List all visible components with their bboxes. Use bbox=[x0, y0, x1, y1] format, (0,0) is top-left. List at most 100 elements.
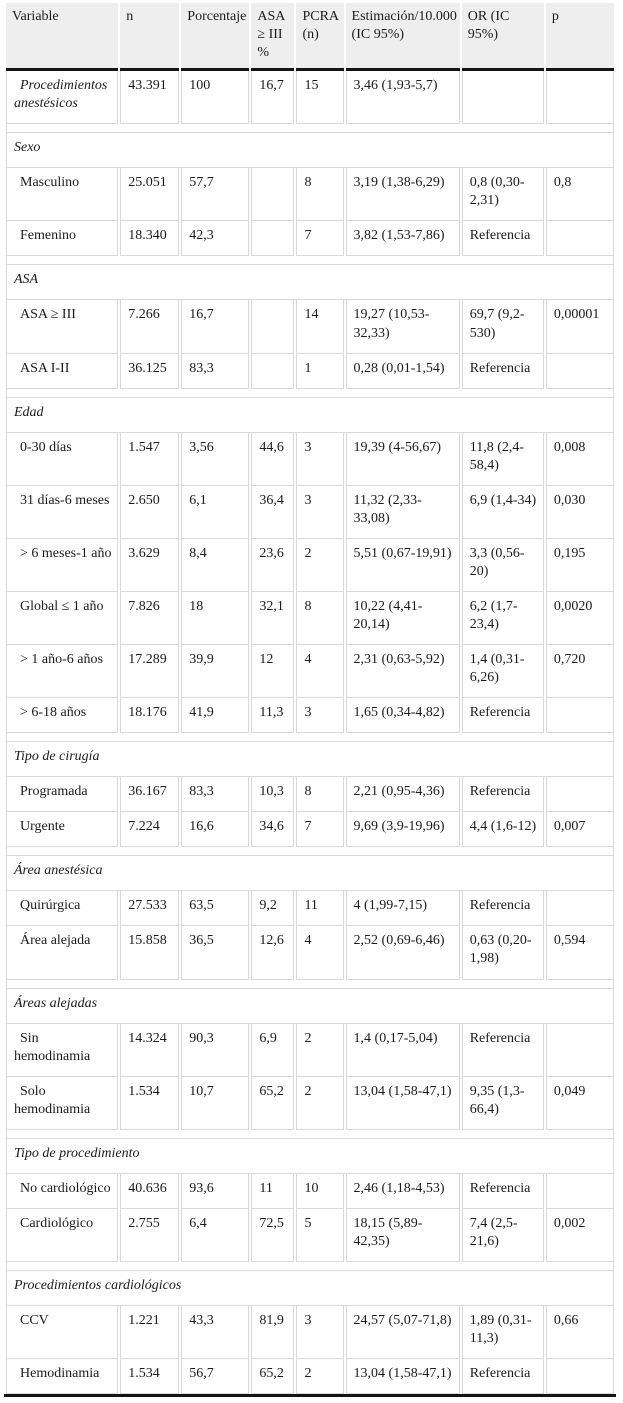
table-head: Variable n Porcentaje ASA ≥ III % PCRA (n) Es… bbox=[6, 3, 614, 72]
cell: 1.547 bbox=[120, 432, 180, 486]
cell: 65,2 bbox=[251, 1359, 295, 1395]
cell: 36.167 bbox=[120, 777, 180, 813]
cell: 8 bbox=[296, 777, 344, 813]
cell: 16,7 bbox=[181, 300, 250, 354]
cell: 8 bbox=[296, 591, 344, 646]
row-label: > 6 meses-1 año bbox=[6, 538, 119, 592]
spacer-cell bbox=[6, 979, 614, 989]
cell: 2,31 (0,63-5,92) bbox=[345, 645, 460, 699]
cell: 16,6 bbox=[181, 812, 250, 848]
section-title-row: Área anestésica bbox=[6, 856, 614, 892]
row-label: Femenino bbox=[6, 221, 119, 257]
row-label: Procedimientos anestésicos bbox=[6, 71, 119, 125]
table-row: Sin hemodinamia 14.324 90,3 6,9 2 1,4 (0,17-5… bbox=[6, 1023, 614, 1077]
spacer-row bbox=[6, 1129, 614, 1139]
cell: 100 bbox=[181, 71, 250, 125]
cell: 6,4 bbox=[181, 1208, 250, 1262]
table-row: Masculino 25.051 57,7 8 3,19 (1,38-6,29) 0,8 … bbox=[6, 168, 614, 222]
row-label: ASA ≥ III bbox=[6, 300, 119, 354]
cell: 63,5 bbox=[181, 891, 250, 927]
table-row: 31 días-6 meses 2.650 6,1 36,4 3 11,32 (2,33-… bbox=[6, 485, 614, 539]
cell bbox=[545, 353, 614, 389]
row-label: No cardiológico bbox=[6, 1173, 119, 1209]
cell bbox=[545, 698, 614, 734]
cell: 12 bbox=[251, 645, 295, 699]
cell bbox=[545, 777, 614, 813]
cell: 0,594 bbox=[545, 926, 614, 980]
cell: 0,28 (0,01-1,54) bbox=[345, 353, 460, 389]
cell: 0,00001 bbox=[545, 300, 614, 354]
row-label: CCV bbox=[6, 1305, 119, 1360]
cell: 90,3 bbox=[181, 1023, 250, 1077]
table-row: > 1 año-6 años 17.289 39,9 12 4 2,31 (0,63-5,… bbox=[6, 645, 614, 699]
cell: 8 bbox=[296, 168, 344, 222]
cell: 7 bbox=[296, 812, 344, 848]
cell: 10 bbox=[296, 1173, 344, 1209]
column-header-4: PCRA (n) bbox=[296, 3, 344, 72]
table-row: Cardiológico 2.755 6,4 72,5 5 18,15 (5,89-42,… bbox=[6, 1208, 614, 1262]
cell: 8,4 bbox=[181, 538, 250, 592]
cell: 0,63 (0,20-1,98) bbox=[461, 926, 544, 980]
cell: 40.636 bbox=[120, 1173, 180, 1209]
cell: 16,7 bbox=[251, 71, 295, 125]
cell bbox=[461, 71, 544, 125]
cell: 36.125 bbox=[120, 353, 180, 389]
table-row: Hemodinamia 1.534 56,7 65,2 2 13,04 (1,58-47,… bbox=[6, 1359, 614, 1395]
cell: 7.826 bbox=[120, 591, 180, 646]
cell: 10,22 (4,41-20,14) bbox=[345, 591, 460, 646]
cell: 2 bbox=[296, 1023, 344, 1077]
cell: 14 bbox=[296, 300, 344, 354]
row-label: Área alejada bbox=[6, 926, 119, 980]
cell: 6,9 (1,4-34) bbox=[461, 485, 544, 539]
section-title: Sexo bbox=[6, 133, 614, 169]
cell: 2 bbox=[296, 1076, 344, 1130]
cell: Referencia bbox=[461, 698, 544, 734]
cell: 32,1 bbox=[251, 591, 295, 646]
cell: 72,5 bbox=[251, 1208, 295, 1262]
cell: 18.176 bbox=[120, 698, 180, 734]
cell: 0,195 bbox=[545, 538, 614, 592]
cell: 1.534 bbox=[120, 1076, 180, 1130]
cell: 39,9 bbox=[181, 645, 250, 699]
table-row: > 6 meses-1 año 3.629 8,4 23,6 2 5,51 (0,67-1… bbox=[6, 538, 614, 592]
table-row: Global ≤ 1 año 7.826 18 32,1 8 10,22 (4,41-20… bbox=[6, 591, 614, 646]
cell: 4 bbox=[296, 926, 344, 980]
cell bbox=[545, 1359, 614, 1395]
cell: 19,39 (4-56,67) bbox=[345, 432, 460, 486]
table-row: CCV 1.221 43,3 81,9 3 24,57 (5,07-71,8) 1,89 (… bbox=[6, 1305, 614, 1360]
cell: 69,7 (9,2-530) bbox=[461, 300, 544, 354]
spacer-row bbox=[6, 124, 614, 134]
cell: 93,6 bbox=[181, 1173, 250, 1209]
spacer-cell bbox=[6, 256, 614, 266]
table-row: Programada 36.167 83,3 10,3 8 2,21 (0,95-4,36… bbox=[6, 777, 614, 813]
row-label: > 6-18 años bbox=[6, 698, 119, 734]
results-table: Variable n Porcentaje ASA ≥ III % PCRA (n) Es… bbox=[4, 3, 616, 1398]
row-label: Global ≤ 1 año bbox=[6, 591, 119, 646]
cell: 0,0020 bbox=[545, 591, 614, 646]
cell: 3,82 (1,53-7,86) bbox=[345, 221, 460, 257]
table-row: Quirúrgica 27.533 63,5 9,2 11 4 (1,99-7,15) Re… bbox=[6, 891, 614, 927]
spacer-cell bbox=[6, 733, 614, 743]
cell: 25.051 bbox=[120, 168, 180, 222]
cell: 0,66 bbox=[545, 1305, 614, 1360]
section-title-row: Procedimientos cardiológicos bbox=[6, 1270, 614, 1306]
column-header-1: n bbox=[120, 3, 180, 72]
section-title: ASA bbox=[6, 265, 614, 301]
cell: 65,2 bbox=[251, 1076, 295, 1130]
cell: 10,3 bbox=[251, 777, 295, 813]
cell: 7.266 bbox=[120, 300, 180, 354]
cell: 3 bbox=[296, 698, 344, 734]
cell: 0,720 bbox=[545, 645, 614, 699]
row-label: Masculino bbox=[6, 168, 119, 222]
cell: 0,002 bbox=[545, 1208, 614, 1262]
cell: 1.534 bbox=[120, 1359, 180, 1395]
row-label: Cardiológico bbox=[6, 1208, 119, 1262]
cell: 83,3 bbox=[181, 353, 250, 389]
cell: 2.650 bbox=[120, 485, 180, 539]
spacer-row bbox=[6, 1261, 614, 1271]
cell: 13,04 (1,58-47,1) bbox=[345, 1076, 460, 1130]
column-header-5: Estimación/10.000 (IC 95%) bbox=[345, 3, 460, 72]
cell: 0,8 (0,30-2,31) bbox=[461, 168, 544, 222]
cell: 1,89 (0,31-11,3) bbox=[461, 1305, 544, 1360]
cell: 24,57 (5,07-71,8) bbox=[345, 1305, 460, 1360]
